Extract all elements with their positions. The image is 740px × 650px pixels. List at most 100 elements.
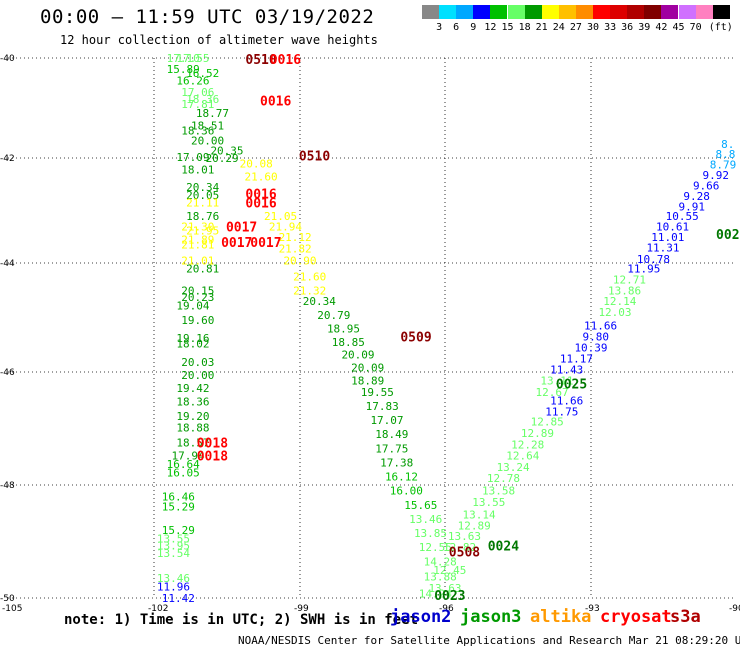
data-point-label: 9.91 <box>679 200 706 213</box>
data-point-label: 17.07 <box>370 414 403 427</box>
colorbar-swatch <box>490 5 508 19</box>
colorbar-swatch <box>456 5 474 19</box>
data-point-label: 18.36 <box>186 93 219 106</box>
chart-subtitle: 12 hour collection of altimeter wave hei… <box>60 33 378 47</box>
data-point-label: 20.00 <box>191 135 224 148</box>
pass-time-label: 0510 <box>299 150 330 165</box>
colorbar-tick-label: 70 <box>689 22 702 33</box>
data-point-label: 12.85 <box>531 416 564 429</box>
data-point-label: 18.36 <box>181 125 214 138</box>
data-point-label: 11.96 <box>157 581 190 594</box>
data-point-label: 19.20 <box>176 410 209 423</box>
colorbar-tick-label: 36 <box>621 22 634 33</box>
data-point-label: 21.12 <box>279 231 312 244</box>
data-point-label: 11.01 <box>651 231 684 244</box>
data-point-label: 13.63 <box>448 530 481 543</box>
data-point-label: 18.95 <box>327 322 360 335</box>
colorbar-tick-label: 33 <box>604 22 617 33</box>
data-point-label: 12.28 <box>511 438 544 451</box>
data-point-label: 11.95 <box>627 262 660 275</box>
colorbar-tick-label: 39 <box>638 22 651 33</box>
pass-time-label: 0016 <box>245 188 276 203</box>
data-point-label: 19.55 <box>361 386 394 399</box>
data-point-label: 10.39 <box>574 341 607 354</box>
data-point-label: 17.75 <box>375 442 408 455</box>
data-point-label: 9.28 <box>683 190 710 203</box>
pass-time-label: 0016 <box>245 197 276 212</box>
data-point-label: 18.49 <box>375 428 408 441</box>
data-point-label: 18.88 <box>176 421 209 434</box>
data-point-label: 13.63 <box>428 582 461 595</box>
data-point-label: 18.51 <box>191 120 224 133</box>
data-point-label: 21.81 <box>181 239 214 252</box>
data-point-label: 13.46 <box>157 572 190 585</box>
colorbar-tick-label: 45 <box>672 22 685 33</box>
colorbar-tick-label: 12 <box>484 22 497 33</box>
pass-time-label: 0025 <box>556 377 587 392</box>
pass-time-label: 0016 <box>270 53 301 68</box>
data-point-label: 21.05 <box>264 210 297 223</box>
data-point-label: 11.17 <box>560 352 593 365</box>
data-point-label: 16.05 <box>167 467 200 480</box>
data-point-label: 20.35 <box>210 145 243 158</box>
data-point-label: 15.29 <box>162 500 195 513</box>
pass-time-label: 0023 <box>434 589 465 604</box>
colorbar-tick-label: 6 <box>453 22 460 33</box>
colorbar-swatch <box>541 5 559 19</box>
data-point-label: 20.08 <box>240 157 273 170</box>
data-point-label: 18.77 <box>196 107 229 120</box>
data-point-label: 15.89 <box>167 63 200 76</box>
data-point-label: 17.06 <box>181 86 214 99</box>
credit-line: NOAA/NESDIS Center for Satellite Applica… <box>238 634 740 647</box>
data-point-label: 20.09 <box>351 362 384 375</box>
data-point-label: 21.82 <box>279 242 312 255</box>
data-point-label: 18.02 <box>176 338 209 351</box>
satellite-legend-item: s3a <box>670 607 701 627</box>
data-point-label: 11.75 <box>545 406 578 419</box>
data-point-label: 13.85 <box>414 527 447 540</box>
data-point-label: 16.12 <box>385 471 418 484</box>
data-point-label: 11.66 <box>550 394 583 407</box>
data-point-label: 20.03 <box>181 356 214 369</box>
y-tick-label: -44 <box>0 259 15 269</box>
data-point-label: 14.24 <box>419 587 452 600</box>
data-point-label: 13.88 <box>424 571 457 584</box>
data-point-label: 20.81 <box>186 262 219 275</box>
colorbar-swatch <box>627 5 645 19</box>
chart-title: 00:00 – 11:59 UTC 03/19/2022 <box>40 6 375 28</box>
data-point-label: 20.90 <box>283 254 316 267</box>
data-point-label: 21.32 <box>293 284 326 297</box>
data-point-label: 9.80 <box>583 331 610 344</box>
colorbar-swatch <box>661 5 679 19</box>
data-point-label: 20.34 <box>186 181 219 194</box>
data-point-label: 16.46 <box>162 490 195 503</box>
data-point-label: 12.55 <box>419 541 452 554</box>
data-point-label: 17.10 <box>167 52 200 65</box>
y-tick-label: -46 <box>0 368 15 378</box>
data-point-label: 13.46 <box>409 513 442 526</box>
data-point-label: 21.94 <box>269 220 302 233</box>
data-point-label: 13.95 <box>157 539 190 552</box>
x-tick-label: -99 <box>294 604 309 614</box>
data-point-label: 12.78 <box>487 472 520 485</box>
data-point-label: 21.95 <box>186 224 219 237</box>
x-tick-label: -96 <box>439 604 454 614</box>
data-point-label: 13.58 <box>482 485 515 498</box>
data-point-label: 21.11 <box>186 197 219 210</box>
colorbar-unit: (ft) <box>708 22 733 33</box>
pass-time-label: 0017 <box>221 236 252 251</box>
colorbar-tick-label: 18 <box>518 22 531 33</box>
data-point-label: 17.38 <box>380 456 413 469</box>
y-tick-label: -50 <box>0 594 15 604</box>
data-point-label: 11.42 <box>162 592 195 605</box>
data-point-label: 18.76 <box>186 210 219 223</box>
data-point-label: 20.34 <box>303 295 336 308</box>
data-point-label: 8.8 <box>715 148 735 161</box>
pass-time-label: 002 <box>716 228 739 243</box>
colorbar-swatch <box>593 5 610 19</box>
pass-time-label: 0018 <box>197 450 228 465</box>
data-point-label: 16.00 <box>390 485 423 498</box>
colorbar-swatch <box>610 5 628 19</box>
data-point-label: 12.45 <box>433 564 466 577</box>
data-point-label: 21.60 <box>293 271 326 284</box>
